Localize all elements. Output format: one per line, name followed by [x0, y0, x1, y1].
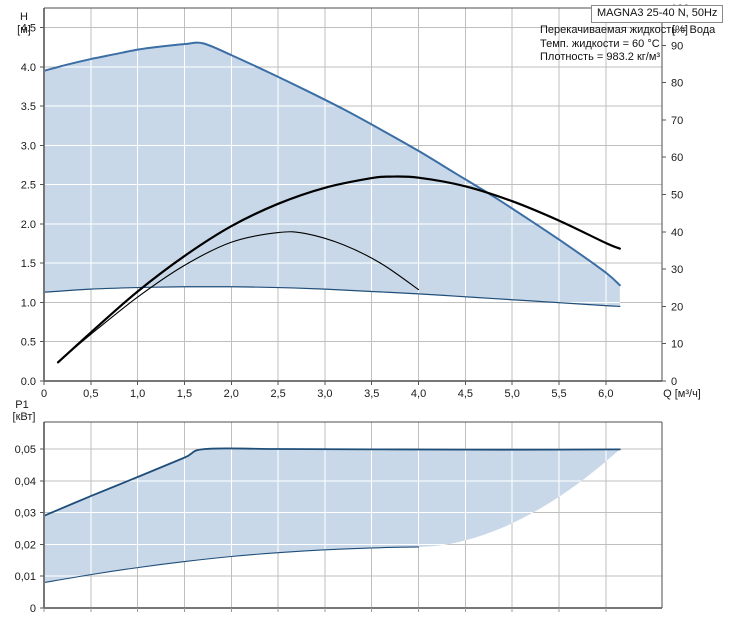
ytick-label-head: 0.5 — [21, 337, 36, 349]
ytick-label-head: 1.5 — [21, 258, 36, 270]
fluid-info-line-2: Темп. жидкости = 60 °C — [540, 38, 715, 52]
pump-performance-chart: 0.00.51.01.52.02.53.03.54.04.50102030405… — [0, 0, 745, 623]
axis-title-h-unit: [м] — [17, 24, 31, 36]
axis-title-p1-unit: [кВт] — [13, 411, 36, 423]
fluid-info-line-3: Плотность = 983.2 кг/м³ — [540, 51, 715, 65]
xtick-label: 2,5 — [270, 388, 285, 400]
ytick-label-power: 0,01 — [15, 571, 36, 583]
ytick-label-power: 0,04 — [15, 476, 36, 488]
xtick-label: 3,0 — [317, 388, 332, 400]
xtick-label: 4,0 — [411, 388, 426, 400]
fluid-info-line-1: Перекачиваемая жидкость = Вода — [540, 24, 715, 38]
xtick-label: 1,0 — [130, 388, 145, 400]
ytick-label-power: 0 — [30, 603, 36, 615]
ytick-label-eta: 60 — [671, 152, 683, 164]
ytick-label-eta: 30 — [671, 264, 683, 276]
ytick-label-head: 3.5 — [21, 101, 36, 113]
axis-title-q: Q [м³/ч] — [663, 388, 701, 400]
ytick-label-head: 0.0 — [21, 376, 36, 388]
ytick-label-head: 3.0 — [21, 140, 36, 152]
ytick-label-power: 0,02 — [15, 539, 36, 551]
ytick-label-power: 0,03 — [15, 508, 36, 520]
ytick-label-head: 2.0 — [21, 219, 36, 231]
xtick-label: 0 — [41, 388, 47, 400]
ytick-label-eta: 20 — [671, 301, 683, 313]
xtick-label: 1,5 — [177, 388, 192, 400]
ytick-label-eta: 10 — [671, 339, 683, 351]
ytick-label-power: 0,05 — [15, 444, 36, 456]
xtick-label: 5,5 — [551, 388, 566, 400]
xtick-label: 3,5 — [364, 388, 379, 400]
axis-title-h: H — [20, 11, 28, 23]
xtick-label: 0,5 — [83, 388, 98, 400]
ytick-label-head: 1.0 — [21, 297, 36, 309]
axis-title-p1: P1 — [15, 399, 28, 411]
ytick-label-eta: 0 — [671, 376, 677, 388]
xtick-label: 4,5 — [458, 388, 473, 400]
xtick-label: 5,0 — [505, 388, 520, 400]
ytick-label-eta: 70 — [671, 115, 683, 127]
chart-canvas: 0.00.51.01.52.02.53.03.54.04.50102030405… — [0, 0, 745, 623]
ytick-label-head: 4.0 — [21, 62, 36, 74]
ytick-label-eta: 50 — [671, 190, 683, 202]
ytick-label-head: 2.5 — [21, 180, 36, 192]
fluid-info-block: Перекачиваемая жидкость = ВодаТемп. жидк… — [540, 24, 715, 65]
xtick-label: 2,0 — [224, 388, 239, 400]
ytick-label-eta: 40 — [671, 227, 683, 239]
ytick-label-eta: 80 — [671, 78, 683, 90]
xtick-label: 6,0 — [598, 388, 613, 400]
chart-title-box: MAGNA3 25-40 N, 50Hz — [591, 5, 723, 23]
